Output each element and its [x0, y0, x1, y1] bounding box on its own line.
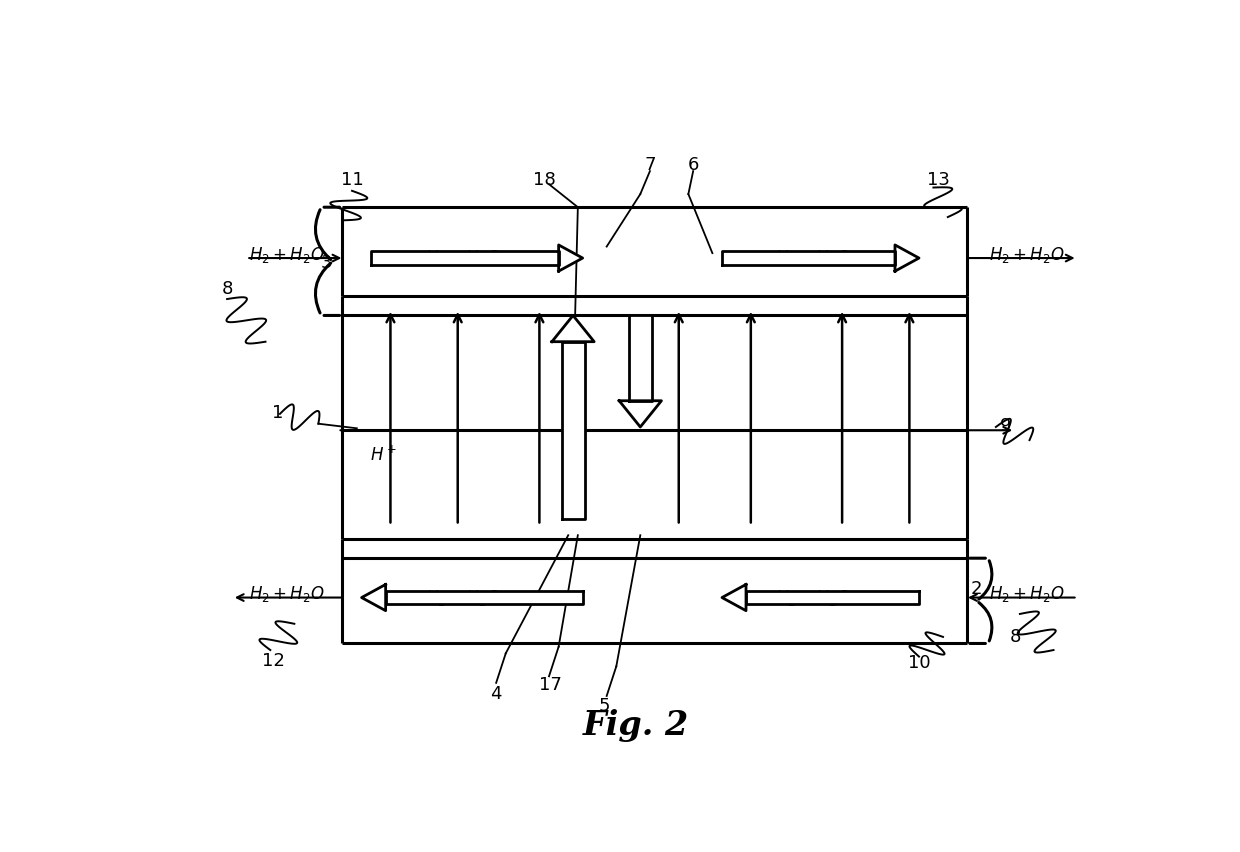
Text: 2: 2 — [971, 580, 982, 598]
Text: 11: 11 — [341, 170, 363, 188]
Polygon shape — [371, 251, 558, 265]
Text: $H_2+H_2O$: $H_2+H_2O$ — [775, 588, 851, 607]
Text: 4: 4 — [490, 685, 502, 703]
Polygon shape — [558, 245, 583, 271]
Polygon shape — [722, 584, 746, 611]
Text: 6: 6 — [687, 156, 699, 174]
Text: $H_2+H_2O$: $H_2+H_2O$ — [988, 245, 1064, 265]
Text: 7: 7 — [644, 156, 656, 174]
Polygon shape — [895, 245, 919, 271]
Text: 10: 10 — [908, 654, 930, 672]
Text: $H_2+H_2O$: $H_2+H_2O$ — [249, 245, 325, 265]
Text: $H_2+H_2O$: $H_2+H_2O$ — [249, 584, 325, 604]
Polygon shape — [386, 591, 583, 604]
Text: Fig. 2: Fig. 2 — [583, 709, 688, 742]
Polygon shape — [362, 584, 386, 611]
Polygon shape — [722, 251, 895, 265]
Text: $H_2+H_2O$: $H_2+H_2O$ — [988, 584, 1064, 604]
Text: 9: 9 — [999, 417, 1012, 435]
Text: 18: 18 — [533, 170, 556, 188]
Polygon shape — [746, 591, 919, 604]
Text: 5: 5 — [599, 697, 610, 715]
Text: $H_2+H_2O$: $H_2+H_2O$ — [775, 248, 851, 268]
Polygon shape — [619, 400, 661, 427]
Polygon shape — [629, 315, 652, 400]
Text: $H^+$: $H^+$ — [371, 446, 397, 465]
Text: 8: 8 — [1009, 628, 1021, 646]
Text: $H_2+H_2O$: $H_2+H_2O$ — [424, 588, 501, 607]
Text: 3: 3 — [320, 254, 332, 272]
Text: 8: 8 — [222, 280, 233, 298]
Polygon shape — [552, 315, 594, 342]
Text: 1: 1 — [273, 404, 284, 422]
Text: 13: 13 — [926, 170, 950, 188]
Text: 17: 17 — [539, 676, 563, 694]
Text: 12: 12 — [262, 652, 285, 671]
Polygon shape — [562, 342, 584, 519]
Text: $H_2+H_2O$: $H_2+H_2O$ — [424, 248, 501, 268]
